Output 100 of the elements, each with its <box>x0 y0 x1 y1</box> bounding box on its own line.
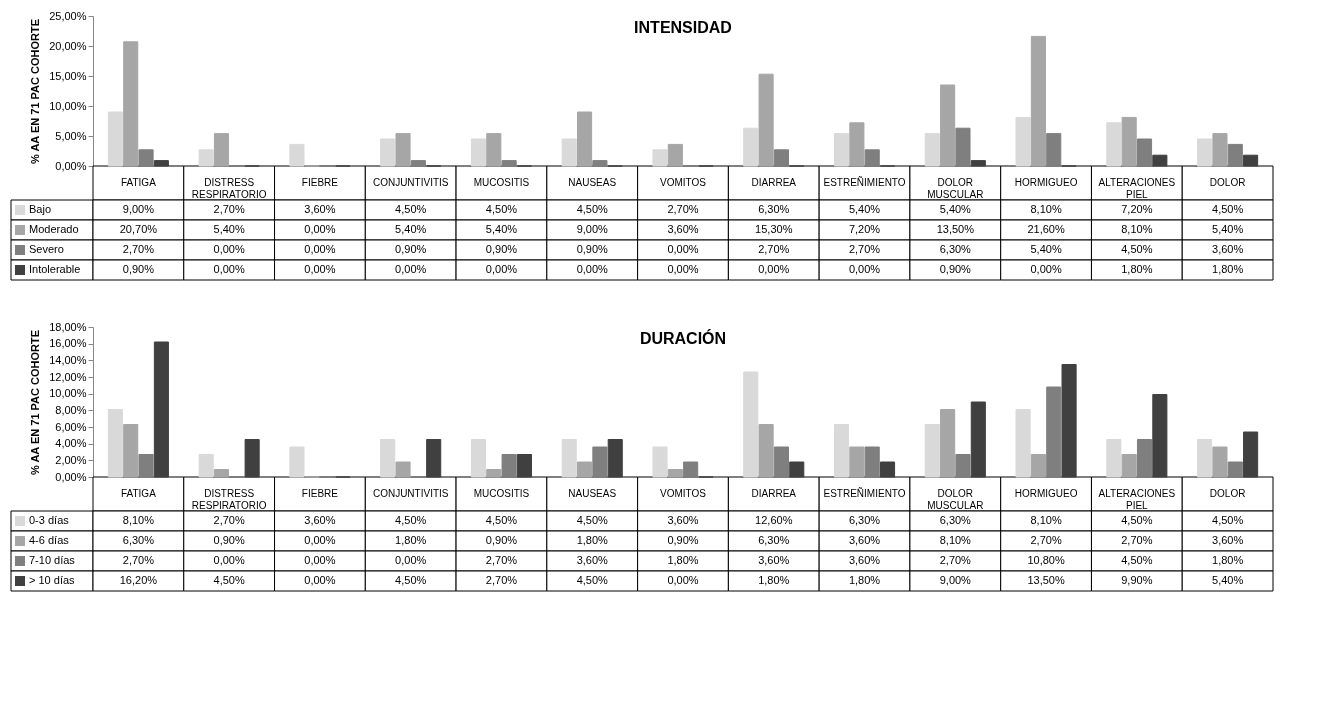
data-label: 1,80% <box>667 554 699 566</box>
y-tick-label: 18,00% <box>49 320 87 333</box>
bar <box>244 439 260 478</box>
data-label: 8,10% <box>1121 223 1153 235</box>
bar <box>924 424 940 478</box>
bar <box>213 469 230 478</box>
data-label: 0,00% <box>213 243 245 255</box>
data-label: 3,60% <box>758 554 790 566</box>
bar <box>864 149 880 167</box>
x-tick-label: CONJUNTIVITIS <box>372 177 449 188</box>
bar <box>1227 461 1243 478</box>
data-label: 0,90% <box>939 263 972 275</box>
bar <box>833 424 850 478</box>
bar <box>1121 116 1137 167</box>
data-label: 0,00% <box>304 534 336 546</box>
data-label: 16,20% <box>119 574 158 586</box>
bar <box>1212 446 1228 478</box>
data-label: 0,00% <box>485 263 518 275</box>
bar <box>577 461 593 478</box>
y-tick-label: 4,00% <box>55 437 87 450</box>
x-tick-label: DIARREA <box>751 488 797 499</box>
legend-label: Intolerable <box>29 263 81 275</box>
data-label: 0,00% <box>395 263 427 275</box>
data-label: 5,40% <box>1212 223 1244 235</box>
bar <box>758 73 774 167</box>
x-tick-label: FIEBRE <box>301 177 339 188</box>
data-label: 4,50% <box>395 203 427 215</box>
data-label: 0,90% <box>485 243 518 255</box>
data-label: 0,90% <box>122 263 155 275</box>
y-tick-label: 20,00% <box>49 39 87 52</box>
y-tick-label: 16,00% <box>49 337 87 350</box>
data-label: 5,40% <box>213 223 245 235</box>
y-tick-label: 5,00% <box>55 129 87 142</box>
y-axis-title: % AA EN 71 PAC COHORTE <box>29 329 42 476</box>
data-label: 2,70% <box>213 514 245 526</box>
data-label: 10,80% <box>1027 554 1065 566</box>
y-tick-label: 6,00% <box>55 420 87 433</box>
x-tick-label: FATIGA <box>120 488 157 499</box>
x-tick-label: DIARREA <box>751 177 797 188</box>
x-tick-label: DOLOR <box>1209 488 1246 499</box>
data-label: 0,00% <box>667 243 699 255</box>
bar <box>107 111 123 167</box>
data-label: 5,40% <box>848 203 881 215</box>
bar <box>153 341 169 478</box>
data-label: 8,10% <box>939 534 972 546</box>
data-label: 9,00% <box>122 203 155 215</box>
data-label: 0,90% <box>667 534 699 546</box>
data-label: 1,80% <box>395 534 427 546</box>
data-label: 20,70% <box>119 223 158 235</box>
data-label: 0,00% <box>576 263 609 275</box>
data-label: 15,30% <box>755 223 793 235</box>
bar <box>1106 122 1122 167</box>
bar <box>380 138 396 167</box>
data-label: 4,50% <box>1121 554 1153 566</box>
data-label: 2,70% <box>122 243 155 255</box>
legend-label: 7-10 días <box>29 554 76 566</box>
data-label: 4,50% <box>1212 203 1244 215</box>
x-tick-label: DOLOR MUSCULAR <box>927 177 984 200</box>
data-label: 2,70% <box>213 203 245 215</box>
bar <box>123 424 139 478</box>
bar <box>1152 394 1168 478</box>
data-label: 2,70% <box>485 574 518 586</box>
data-label: 0,00% <box>213 263 245 275</box>
bar <box>833 133 850 167</box>
bar <box>470 439 487 478</box>
bar <box>1046 133 1062 167</box>
data-label: 9,00% <box>939 574 972 586</box>
data-label: 9,90% <box>1121 574 1153 586</box>
data-label: 0,00% <box>304 554 336 566</box>
bar <box>955 454 971 478</box>
bar <box>486 469 502 478</box>
data-label: 9,00% <box>576 223 609 235</box>
data-label: 1,80% <box>1212 263 1244 275</box>
data-label: 3,60% <box>304 514 336 526</box>
legend-label: > 10 días <box>29 574 76 586</box>
bar <box>1197 439 1213 478</box>
bar <box>198 454 214 478</box>
data-label: 5,40% <box>1030 243 1062 255</box>
legend-label: 0-3 días <box>29 514 70 526</box>
bar <box>289 143 305 167</box>
data-label: 3,60% <box>848 534 881 546</box>
data-label: 2,70% <box>485 554 518 566</box>
legend-label: 4-6 días <box>29 534 70 546</box>
y-tick-label: 8,00% <box>55 403 87 416</box>
data-label: 4,50% <box>576 514 609 526</box>
data-label: 0,00% <box>1030 263 1062 275</box>
data-label: 0,00% <box>304 243 336 255</box>
data-label: 7,20% <box>1121 203 1153 215</box>
legend-label: Moderado <box>29 223 79 235</box>
data-label: 6,30% <box>939 514 972 526</box>
x-tick-label: DISTRESS RESPIRATORIO <box>191 488 267 511</box>
x-tick-label: VOMITOS <box>660 177 707 188</box>
bar <box>1030 454 1046 478</box>
bar <box>123 41 139 167</box>
bar <box>592 446 608 478</box>
bar <box>213 133 230 167</box>
bar <box>395 461 411 478</box>
bar <box>1015 116 1031 167</box>
bar <box>470 138 487 167</box>
data-label: 2,70% <box>122 554 155 566</box>
